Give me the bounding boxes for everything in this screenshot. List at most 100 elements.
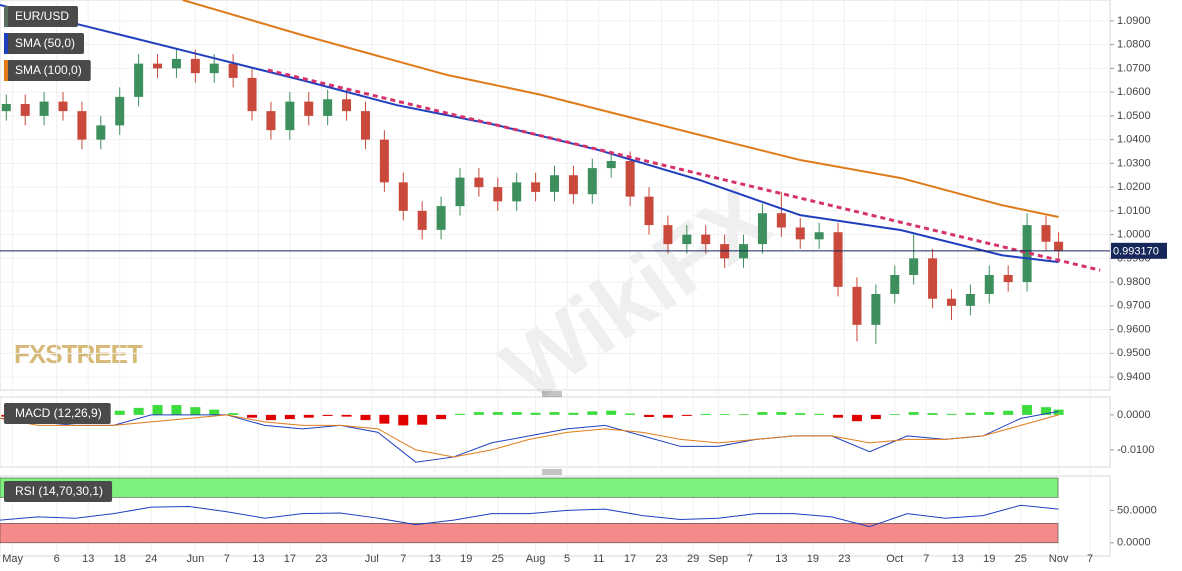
- legend-box: [4, 6, 79, 27]
- candle-body: [342, 99, 352, 112]
- macd-bar: [965, 412, 976, 415]
- panel-label: RSI (14,70,30,1): [4, 481, 113, 502]
- macd-bar: [303, 414, 314, 418]
- candle-body: [1054, 241, 1064, 251]
- macd-bar: [549, 412, 560, 415]
- macd-bar: [927, 413, 938, 415]
- candle-body: [512, 182, 522, 202]
- macd-bar: [738, 414, 749, 415]
- candle-body: [115, 96, 125, 126]
- candle-body: [984, 274, 994, 294]
- y-tick-label: 1.0000: [1117, 229, 1151, 241]
- y-tick-label: 0.9800: [1117, 276, 1151, 288]
- macd-bar: [171, 405, 182, 415]
- candle-body: [153, 63, 163, 69]
- legend-swatch: [4, 60, 8, 81]
- candle-body: [625, 160, 635, 197]
- x-tick-label: 13: [775, 553, 787, 565]
- legend-item: SMA (100,0): [4, 60, 91, 81]
- x-tick-label: 19: [460, 553, 472, 565]
- macd-bar: [719, 414, 730, 415]
- legend-box: [4, 33, 85, 54]
- candle-body: [436, 206, 446, 230]
- panel-handle[interactable]: [542, 391, 562, 397]
- y-tick-label: -0.0100: [1117, 444, 1154, 456]
- macd-bar: [417, 414, 428, 425]
- macd-bar: [492, 412, 503, 415]
- trend-line: [267, 68, 1101, 272]
- candle-body: [871, 293, 881, 325]
- macd-bar: [265, 414, 276, 421]
- panel-handle[interactable]: [542, 469, 562, 475]
- macd-bar: [133, 407, 144, 415]
- y-tick-label: 0.9400: [1117, 371, 1151, 383]
- candle-body: [171, 58, 181, 69]
- y-tick-label: 1.0900: [1117, 15, 1151, 27]
- x-tick-label: Jul: [365, 553, 379, 565]
- candle-body: [228, 63, 238, 78]
- candle-body: [247, 77, 257, 112]
- candle-body: [20, 104, 30, 116]
- candle-body: [1, 104, 11, 112]
- panel-label-text: RSI (14,70,30,1): [15, 484, 103, 498]
- candle-body: [39, 101, 49, 116]
- last-price-box: [1111, 242, 1167, 259]
- y-tick-label: 1.0500: [1117, 110, 1151, 122]
- legend-swatch: [4, 6, 8, 27]
- candle-body: [455, 177, 465, 207]
- candle-body: [417, 210, 427, 230]
- candle-body: [890, 274, 900, 294]
- x-tick-label: Jun: [186, 553, 204, 565]
- x-tick-label: 13: [252, 553, 264, 565]
- macd-bar: [1022, 405, 1033, 415]
- candle-body: [644, 196, 654, 226]
- y-tick-label: 1.0400: [1117, 134, 1151, 146]
- candle-body: [323, 99, 333, 116]
- y-tick-label: 0.9600: [1117, 323, 1151, 335]
- macd-bar: [1053, 409, 1064, 415]
- x-tick-label: 19: [983, 553, 995, 565]
- x-tick-label: 25: [492, 553, 504, 565]
- candle-body: [568, 175, 578, 195]
- y-tick-label: 0.0000: [1117, 537, 1151, 549]
- x-tick-label: 23: [655, 553, 667, 565]
- x-tick-label: Sep: [709, 553, 729, 565]
- x-tick-label: May: [2, 553, 23, 565]
- candle-body: [757, 213, 767, 245]
- macd-bar: [587, 411, 598, 415]
- macd-bar: [1003, 410, 1014, 415]
- x-tick-label: 7: [224, 553, 230, 565]
- macd-bar: [247, 414, 258, 418]
- candle-body: [493, 187, 503, 202]
- y-tick-label: 0.9700: [1117, 300, 1151, 312]
- x-tick-label: 5: [564, 553, 570, 565]
- candle-body: [77, 111, 87, 140]
- candle-body: [531, 182, 541, 192]
- candle-body: [701, 234, 711, 245]
- macd-bar: [152, 405, 163, 415]
- candle-body: [209, 63, 219, 74]
- candle-body: [190, 58, 200, 74]
- macd-bar: [625, 413, 636, 415]
- legend-item: EUR/USD: [4, 6, 79, 27]
- macd-bar: [814, 413, 825, 415]
- macd-bar: [530, 412, 541, 415]
- rsi-oversold-zone: [0, 523, 1059, 544]
- macd-bar: [284, 414, 295, 420]
- candle-body: [474, 177, 484, 188]
- y-tick-label: 1.0100: [1117, 205, 1151, 217]
- macd-line: [0, 410, 1059, 463]
- legend-label: SMA (50,0): [15, 36, 75, 50]
- candle-body: [285, 101, 295, 131]
- y-tick-label: 0.0000: [1117, 409, 1151, 421]
- macd-bar: [984, 412, 995, 415]
- x-tick-label: 7: [747, 553, 753, 565]
- macd-bar: [114, 410, 125, 415]
- x-tick-label: 17: [624, 553, 636, 565]
- macd-bar: [473, 412, 484, 415]
- y-tick-label: 1.0600: [1117, 86, 1151, 98]
- x-tick-label: 17: [284, 553, 296, 565]
- x-tick-label: 6: [54, 553, 60, 565]
- candle-body: [814, 232, 824, 240]
